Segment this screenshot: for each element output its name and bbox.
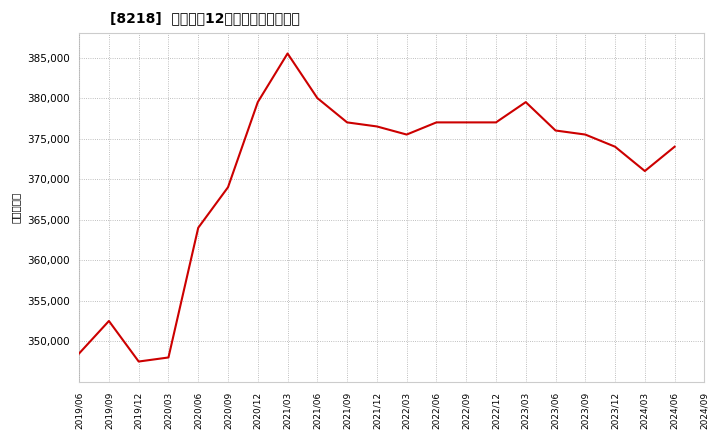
Y-axis label: （百万円）: （百万円） (11, 192, 21, 223)
Text: [8218]  売上高の12か月移動合計の推移: [8218] 売上高の12か月移動合計の推移 (110, 11, 300, 25)
